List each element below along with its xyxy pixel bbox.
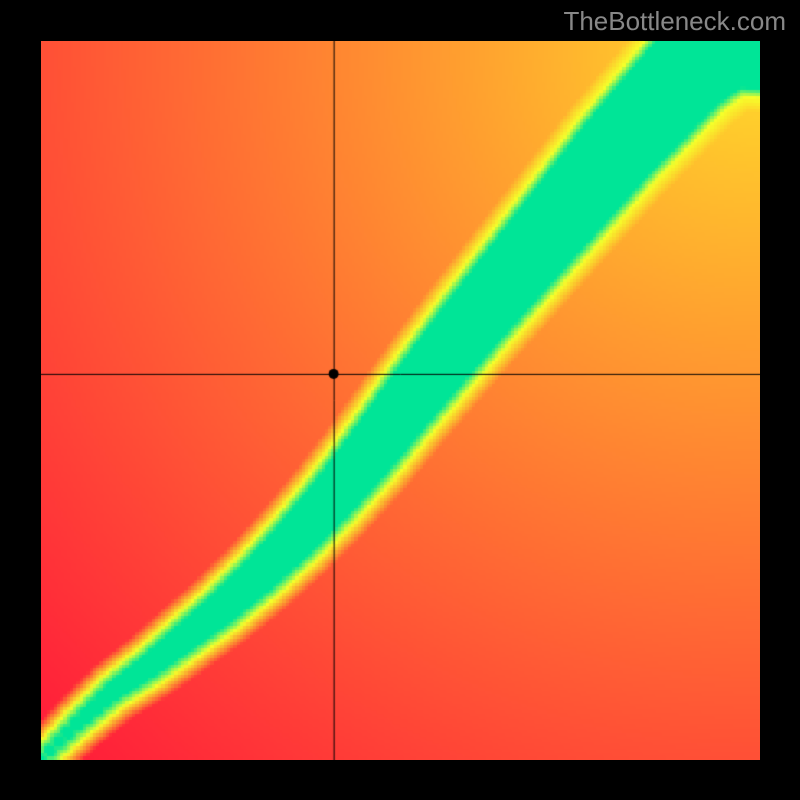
chart-container: TheBottleneck.com [0, 0, 800, 800]
watermark-label: TheBottleneck.com [563, 6, 786, 37]
plot-area [41, 41, 760, 760]
crosshair-overlay [41, 41, 760, 760]
